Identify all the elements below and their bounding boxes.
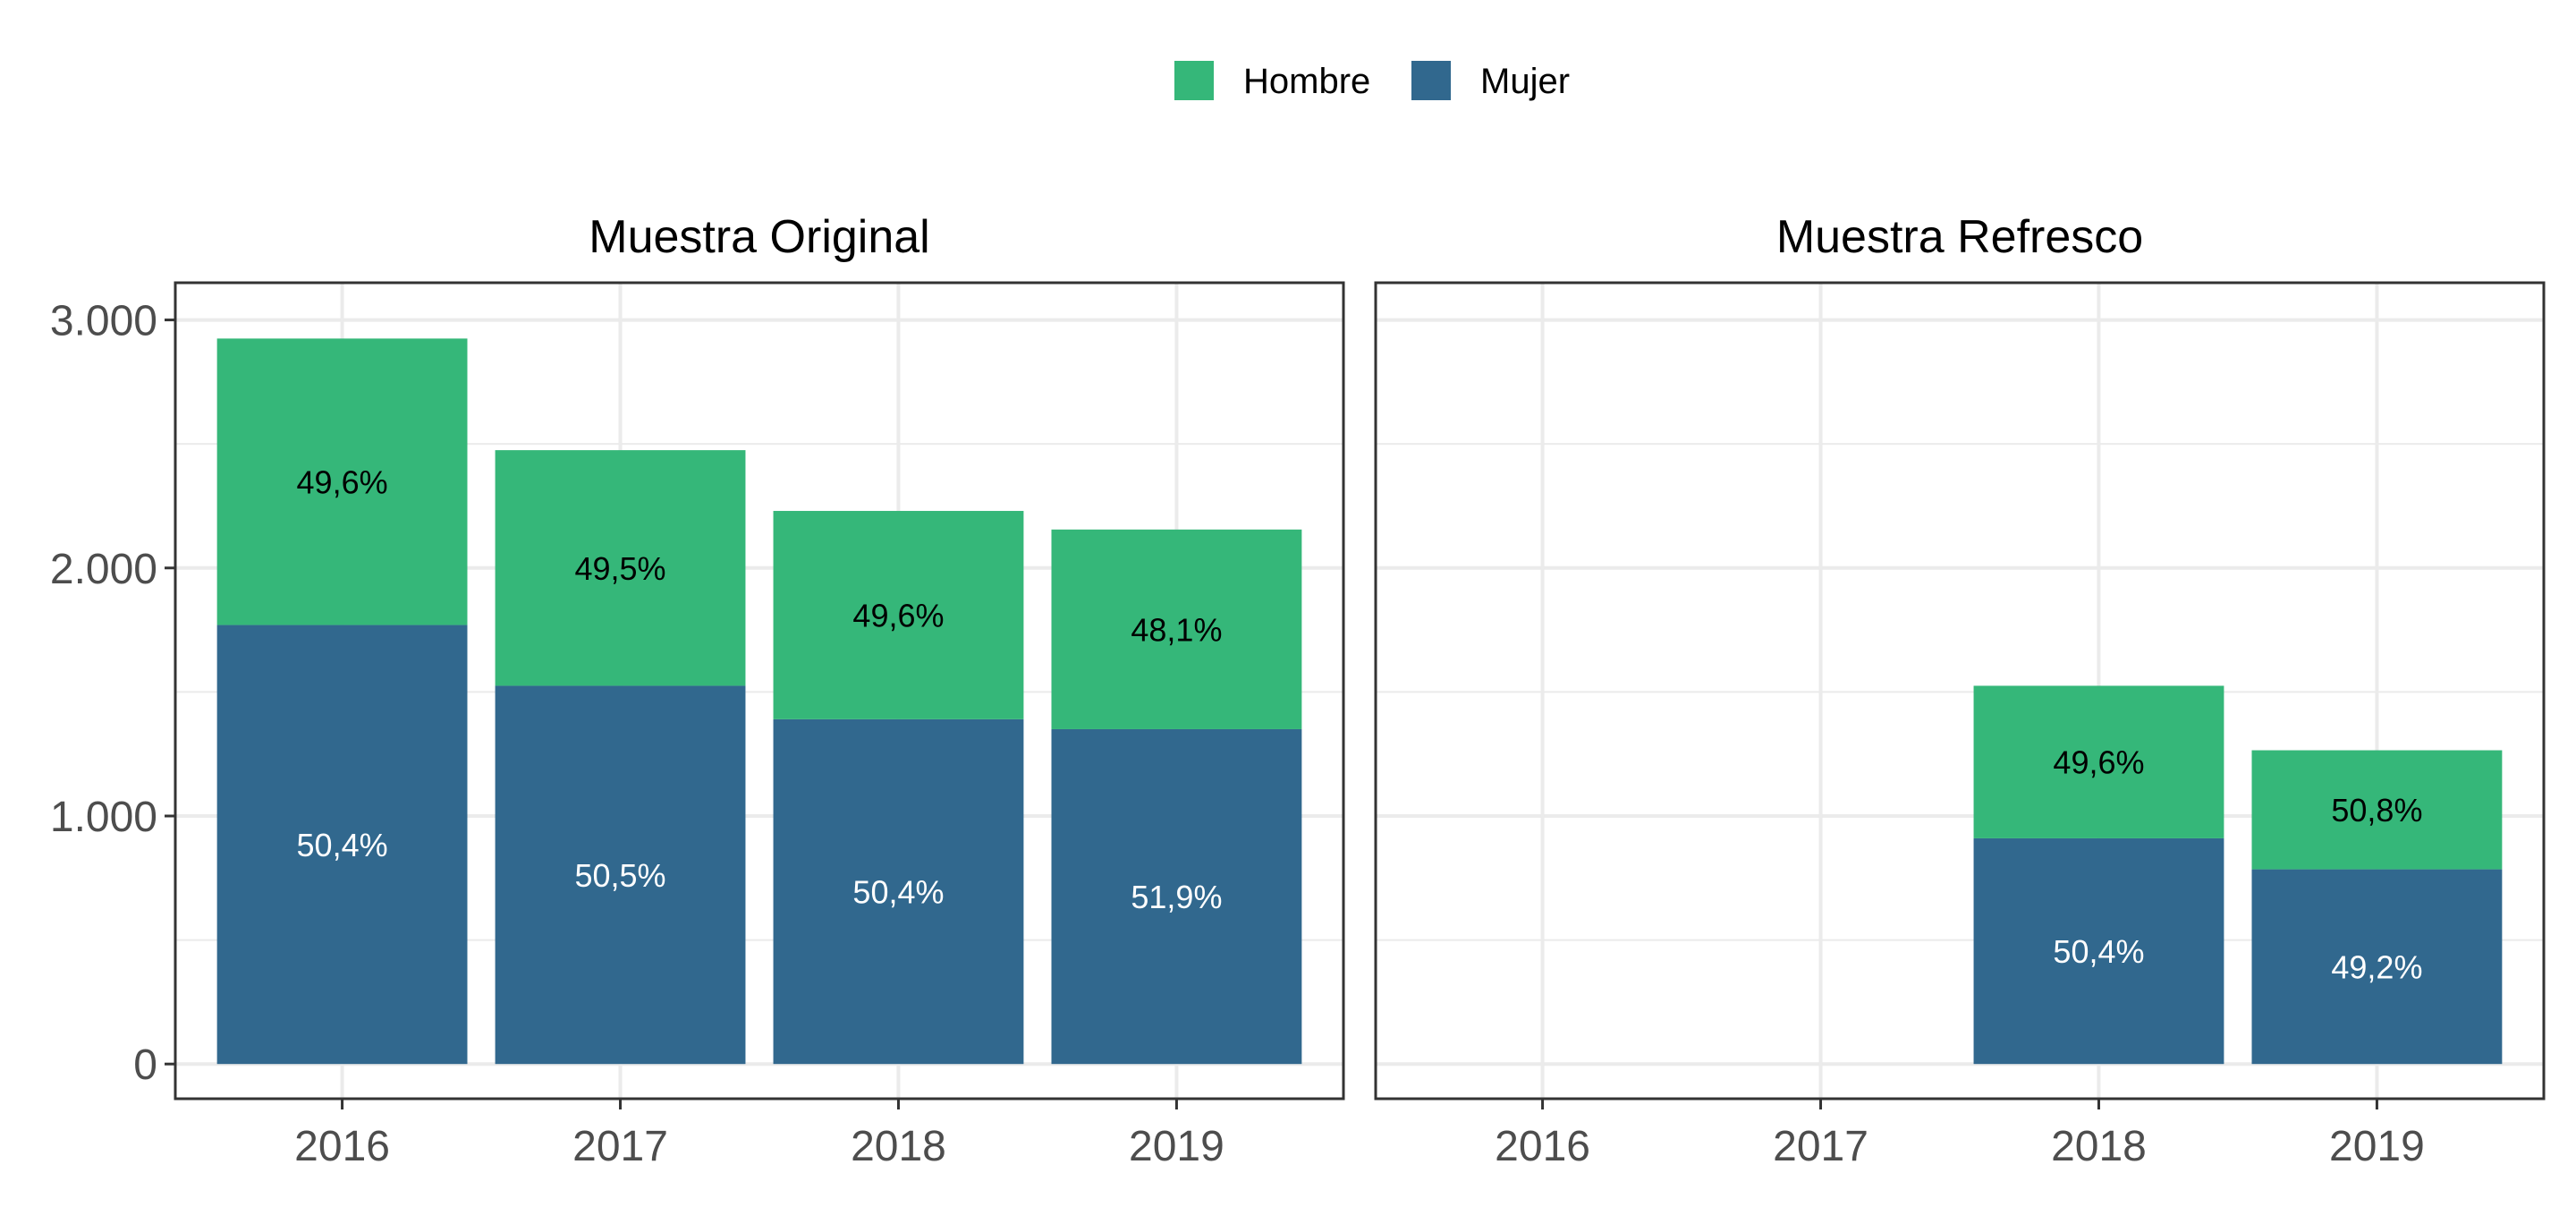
bar-mujer-2016[interactable] [216, 625, 468, 1065]
bar-mujer-2019[interactable] [1051, 728, 1302, 1065]
bar-mujer-2019[interactable] [2251, 869, 2503, 1065]
bar-hombre-2016[interactable] [216, 338, 468, 625]
bar-mujer-2018[interactable] [1973, 837, 2224, 1065]
bar-label-hombre-2017: 49,5% [574, 550, 665, 587]
panel-border-0 [174, 281, 1345, 1101]
legend-label-mujer: Mujer [1480, 62, 1570, 101]
x-tick-label-2017: 2017 [1773, 1123, 1868, 1170]
x-tick-label-2016: 2016 [1495, 1123, 1590, 1170]
bar-label-mujer-2018: 50,4% [2053, 933, 2144, 970]
bar-label-hombre-2016: 49,6% [297, 463, 388, 500]
bar-label-hombre-2018: 49,6% [2053, 744, 2144, 781]
panel-title-1: Muestra Refresco [1776, 211, 2143, 263]
panel-border-1 [1374, 281, 2546, 1101]
x-tick-label-2016: 2016 [294, 1123, 390, 1170]
y-tick-label-0: 0 [133, 1041, 157, 1089]
x-tick-label-2017: 2017 [572, 1123, 668, 1170]
bar-label-hombre-2018: 49,6% [852, 597, 944, 633]
x-tick-label-2019: 2019 [1129, 1123, 1224, 1170]
bar-hombre-2017[interactable] [495, 450, 746, 686]
legend-label-hombre: Hombre [1243, 62, 1370, 101]
bar-hombre-2018[interactable] [1973, 685, 2224, 838]
bar-hombre-2019[interactable] [1051, 529, 1302, 729]
y-tick-label-2000: 2.000 [50, 546, 157, 593]
bar-label-mujer-2018: 50,4% [852, 874, 944, 911]
bar-hombre-2018[interactable] [773, 511, 1024, 719]
x-tick-label-2019: 2019 [2329, 1123, 2425, 1170]
x-tick-label-2018: 2018 [2051, 1123, 2147, 1170]
bar-label-hombre-2019: 50,8% [2331, 792, 2422, 829]
legend-key-hombre [1174, 61, 1214, 100]
bar-label-hombre-2019: 48,1% [1131, 611, 1222, 648]
bar-mujer-2017[interactable] [495, 685, 746, 1065]
y-tick-label-3000: 3.000 [50, 298, 157, 345]
bar-label-mujer-2017: 50,5% [574, 857, 665, 894]
x-tick-label-2018: 2018 [851, 1123, 946, 1170]
bar-hombre-2019[interactable] [2251, 750, 2503, 870]
bar-label-mujer-2019: 51,9% [1131, 879, 1222, 915]
bar-label-mujer-2019: 49,2% [2331, 948, 2422, 985]
panel-title-0: Muestra Original [589, 211, 929, 263]
legend-key-mujer [1411, 61, 1451, 100]
y-tick-label-1000: 1.000 [50, 794, 157, 841]
bar-label-mujer-2016: 50,4% [297, 827, 388, 863]
bar-mujer-2018[interactable] [773, 718, 1024, 1065]
